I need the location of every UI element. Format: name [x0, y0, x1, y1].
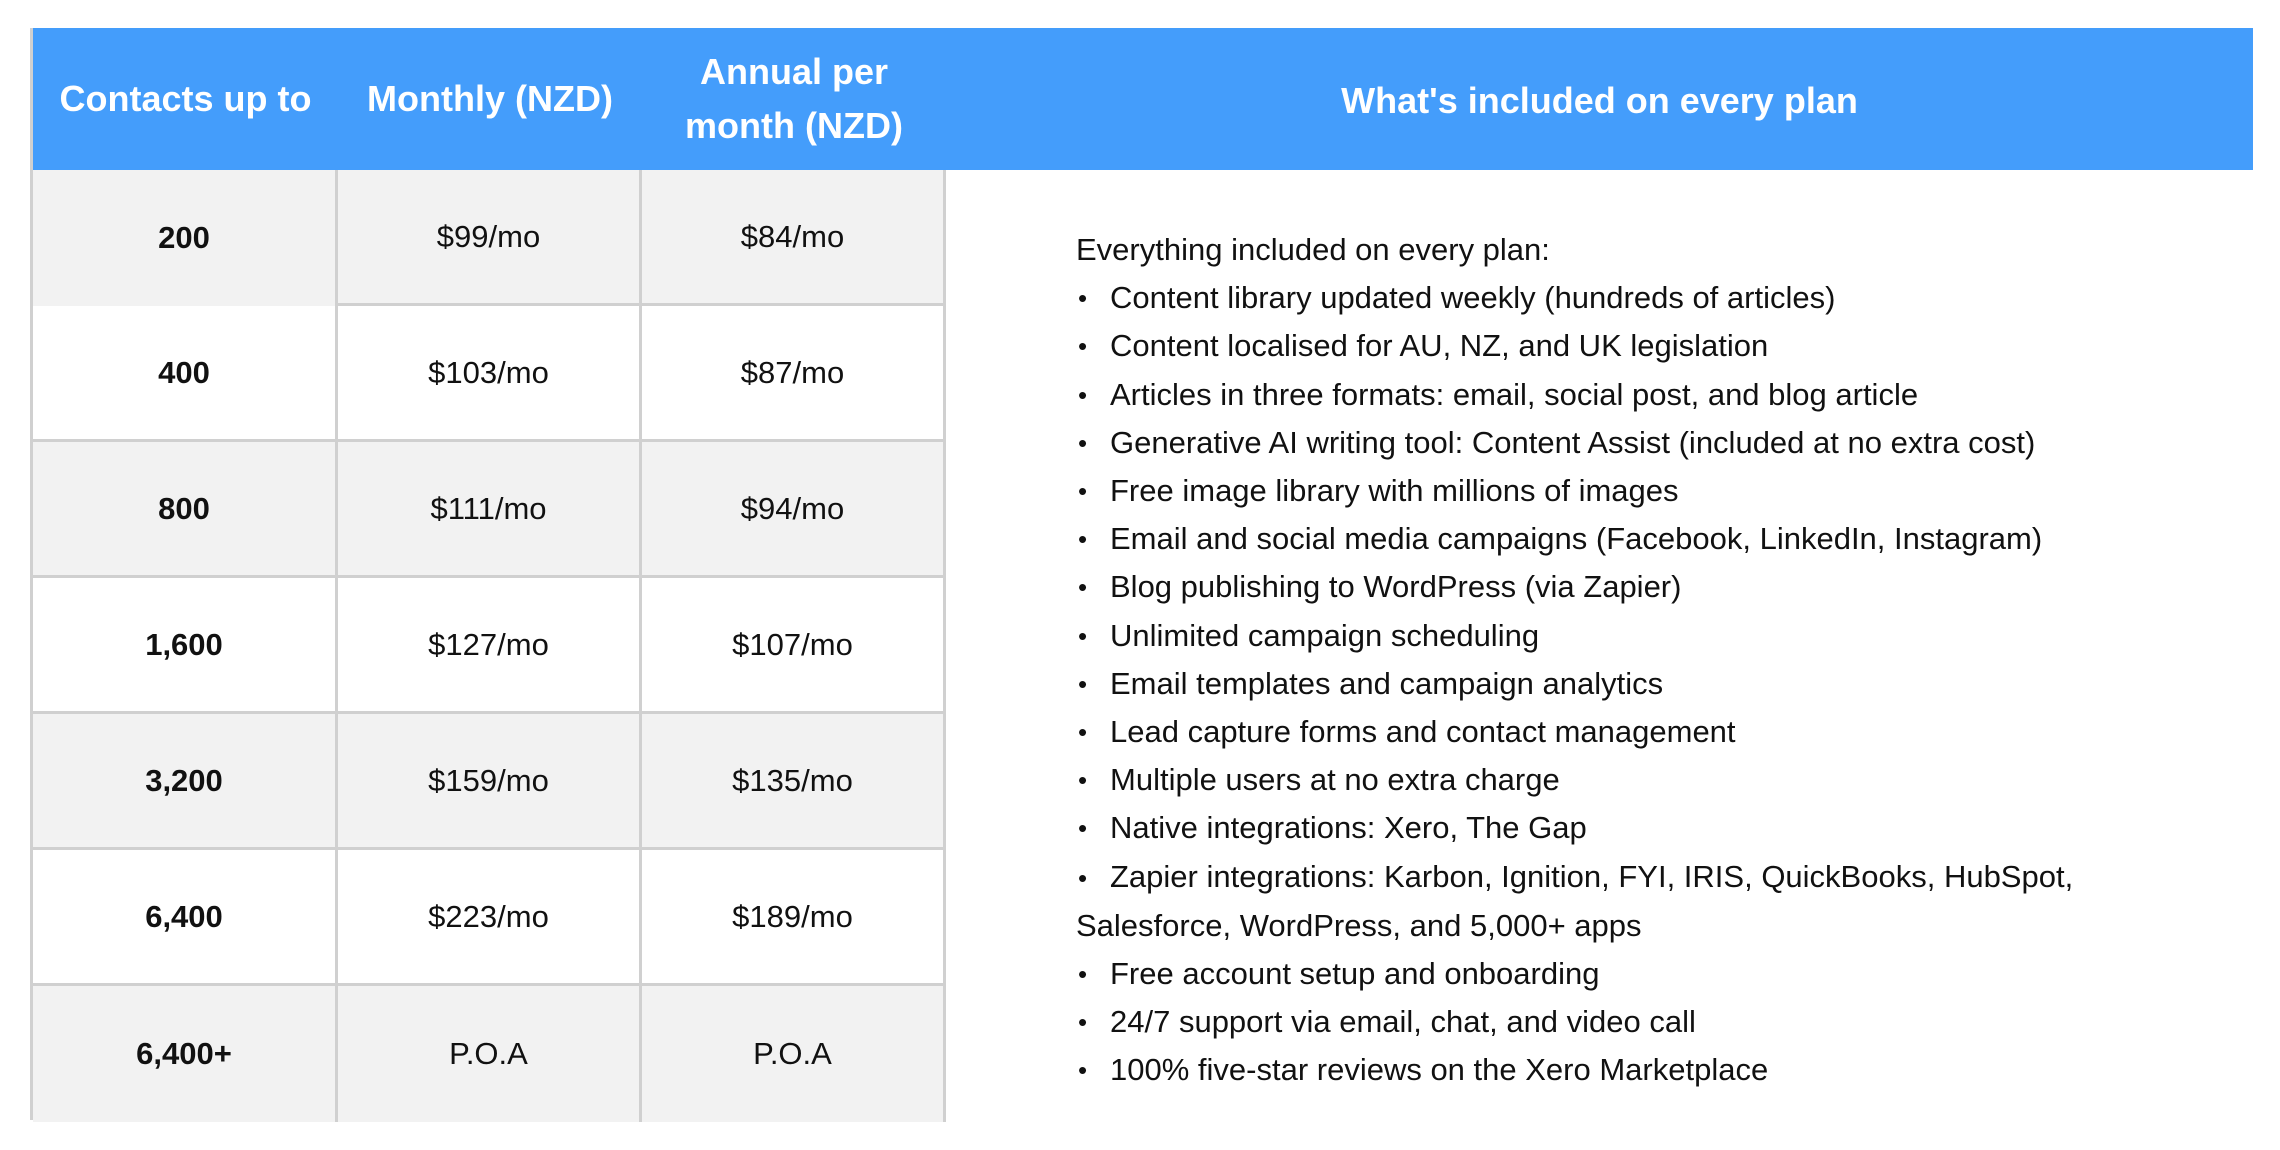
features-panel: Everything included on every plan: • Cont…: [946, 170, 2253, 1122]
bullet-icon: •: [1078, 524, 1088, 555]
features-intro: Everything included on every plan:: [1076, 232, 1550, 267]
bullet-icon: •: [1078, 572, 1088, 603]
header-included: What's included on every plan: [946, 28, 2253, 170]
annual-price-cell: $189/mo: [642, 850, 946, 986]
list-item: • Zapier integrations: Karbon, Ignition, …: [1076, 853, 2213, 950]
pricing-table: Contacts up to Monthly (NZD) Annual per …: [30, 28, 2253, 1122]
bullet-icon: •: [1078, 476, 1088, 507]
annual-price-cell: $94/mo: [642, 442, 946, 578]
header-monthly: Monthly (NZD): [338, 28, 642, 170]
list-item: • Email templates and campaign analytics: [1076, 660, 2213, 708]
bullet-icon: •: [1078, 427, 1088, 458]
bullet-icon: •: [1078, 668, 1088, 699]
list-item: • Free image library with millions of ima…: [1076, 467, 2213, 515]
bullet-icon: •: [1078, 1055, 1088, 1086]
annual-price-cell: P.O.A: [642, 986, 946, 1122]
header-annual: Annual per month (NZD): [642, 28, 946, 170]
monthly-price-cell: $111/mo: [338, 442, 642, 578]
list-item: • Blog publishing to WordPress (via Zapie…: [1076, 563, 2213, 611]
contacts-cell: 3,200: [33, 714, 338, 850]
bullet-icon: •: [1078, 717, 1088, 748]
bullet-icon: •: [1078, 1007, 1088, 1038]
bullet-icon: •: [1078, 813, 1088, 844]
list-item: • Content localised for AU, NZ, and UK le…: [1076, 322, 2213, 370]
list-item: • Articles in three formats: email, socia…: [1076, 371, 2213, 419]
contacts-cell: 6,400+: [33, 986, 338, 1122]
monthly-price-cell: $159/mo: [338, 714, 642, 850]
annual-price-cell: $87/mo: [642, 306, 946, 442]
header-contacts: Contacts up to: [33, 28, 338, 170]
list-item: • Email and social media campaigns (Faceb…: [1076, 515, 2213, 563]
bullet-icon: •: [1078, 379, 1088, 410]
monthly-price-cell: $103/mo: [338, 306, 642, 442]
contacts-cell: 400: [33, 306, 338, 442]
bullet-icon: •: [1078, 959, 1088, 990]
bullet-icon: •: [1078, 862, 1088, 893]
bullet-icon: •: [1078, 620, 1088, 651]
bullet-icon: •: [1078, 283, 1088, 314]
list-item: • Unlimited campaign scheduling: [1076, 612, 2213, 660]
annual-price-cell: $135/mo: [642, 714, 946, 850]
list-item: • Multiple users at no extra charge: [1076, 756, 2213, 804]
list-item: • Content library updated weekly (hundred…: [1076, 274, 2213, 322]
monthly-price-cell: $99/mo: [338, 170, 642, 306]
feature-list: • Content library updated weekly (hundred…: [1076, 274, 2213, 1094]
list-item: • 24/7 support via email, chat, and video…: [1076, 998, 2213, 1046]
list-item: • 100% five-star reviews on the Xero Mark…: [1076, 1046, 2213, 1094]
monthly-price-cell: $127/mo: [338, 578, 642, 714]
list-item: • Generative AI writing tool: Content Ass…: [1076, 419, 2213, 467]
list-item: • Native integrations: Xero, The Gap: [1076, 804, 2213, 852]
contacts-cell: 200: [33, 170, 338, 306]
annual-price-cell: $84/mo: [642, 170, 946, 306]
contacts-cell: 6,400: [33, 850, 338, 986]
list-item: • Lead capture forms and contact manageme…: [1076, 708, 2213, 756]
contacts-cell: 800: [33, 442, 338, 578]
monthly-price-cell: $223/mo: [338, 850, 642, 986]
annual-price-cell: $107/mo: [642, 578, 946, 714]
bullet-icon: •: [1078, 331, 1088, 362]
monthly-price-cell: P.O.A: [338, 986, 642, 1122]
bullet-icon: •: [1078, 765, 1088, 796]
list-item: • Free account setup and onboarding: [1076, 950, 2213, 998]
contacts-cell: 1,600: [33, 578, 338, 714]
